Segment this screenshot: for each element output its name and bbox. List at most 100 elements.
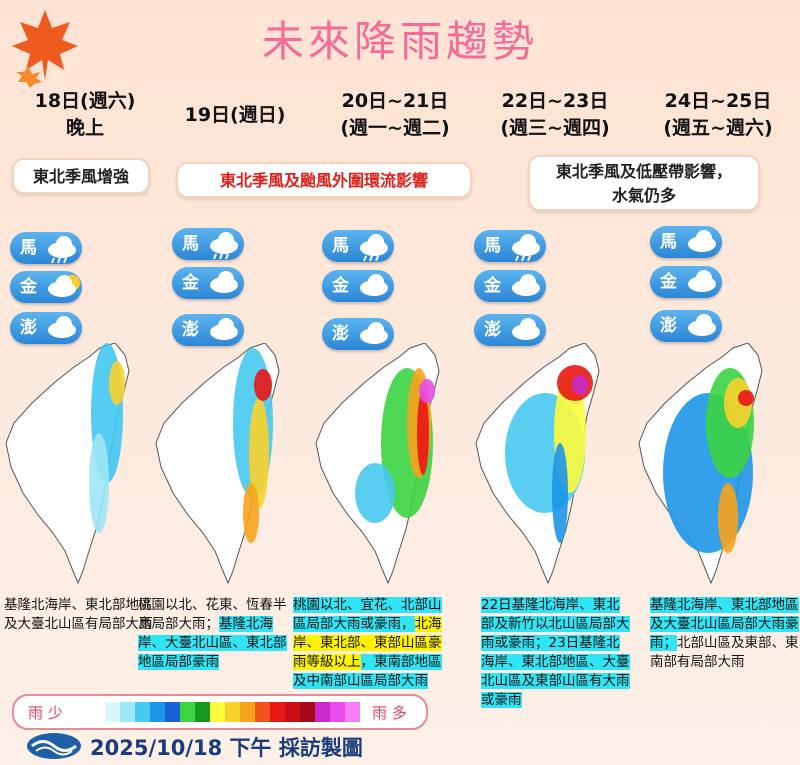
raindrop	[225, 253, 229, 260]
rain-area	[249, 398, 269, 508]
description-text: 22日基隆北海岸、東北部及新竹以北山區局部大雨或豪雨；23日基隆北海岸、東北部地…	[481, 597, 630, 708]
banner-line: 水氣仍多	[611, 186, 676, 205]
rain-map	[315, 343, 440, 585]
banner: 東北季風及颱風外圍環流影響	[176, 162, 472, 198]
legend-swatch	[315, 702, 330, 722]
date-line: 22日~23日	[501, 90, 609, 112]
cloud	[696, 230, 712, 246]
weather-icon	[512, 318, 540, 340]
date-line: 19日(週日)	[184, 104, 286, 126]
cloud	[368, 274, 384, 290]
weather-icon	[512, 274, 540, 296]
island-name: 金	[660, 272, 677, 292]
description: 基隆北海岸、東北部地區及大臺北山區局部大雨豪雨；北部山區及東部、東南部有局部大雨	[650, 596, 800, 672]
date-line: (週五~週六)	[663, 117, 773, 139]
raindrop	[369, 255, 373, 262]
island-name: 馬	[332, 236, 349, 256]
legend-low: 雨 少	[28, 704, 63, 722]
raindrop	[527, 255, 531, 262]
legend-swatch	[270, 702, 285, 722]
description: 22日基隆北海岸、東北部及新竹以北山區局部大雨或豪雨；23日基隆北海岸、東北部地…	[481, 596, 631, 710]
weather-icon	[688, 314, 716, 336]
raindrop	[521, 255, 525, 262]
legend-swatch	[330, 702, 345, 722]
weather-icon	[688, 230, 716, 252]
description: 桃園以北、宜花、北部山區局部大雨或豪雨，北海岸、東北部、東部山區豪雨等級以上，東…	[293, 596, 443, 691]
rain-map	[155, 343, 280, 585]
island-name: 金	[20, 277, 37, 297]
island-name: 金	[484, 276, 501, 296]
description-text: 基隆北海岸、東北部地區及大臺北山區有局部大雨	[4, 597, 153, 632]
date-label: 24日~25日 (週五~週六)	[638, 88, 798, 142]
rain-area	[419, 379, 435, 403]
rain-legend: 雨 少 雨 多	[12, 694, 428, 730]
rain-area	[254, 369, 272, 401]
island-name: 澎	[20, 318, 37, 338]
island-forecast: 馬	[650, 226, 722, 258]
island-name: 澎	[484, 320, 501, 340]
island-forecast: 澎	[474, 314, 546, 346]
island-name: 馬	[182, 234, 199, 254]
date-label: 22日~23日 (週三~週四)	[475, 88, 635, 142]
weather-icon	[48, 236, 76, 264]
cloud	[368, 322, 384, 338]
cloud	[218, 271, 234, 287]
legend-swatch	[135, 702, 150, 722]
weather-icon	[48, 316, 76, 338]
weather-icon	[688, 270, 716, 292]
legend-swatch	[345, 702, 360, 722]
island-forecast: 澎	[10, 312, 82, 344]
island-forecast: 馬	[10, 232, 82, 264]
island-forecast: 澎	[322, 318, 394, 350]
rain-map	[638, 343, 763, 585]
banner-line: 東北季風及颱風外圍環流影響	[219, 171, 428, 190]
weather-icon	[360, 274, 388, 296]
legend-swatch	[285, 702, 300, 722]
date-line: 20日~21日	[341, 90, 449, 112]
raindrop	[363, 255, 367, 262]
island-name: 金	[332, 276, 349, 296]
raindrop	[375, 255, 379, 262]
cloud	[56, 316, 72, 332]
island-forecast: 金	[172, 267, 244, 299]
island-forecast: 金	[474, 270, 546, 302]
description-text: 北部山區及東部、東南部有局部大雨	[650, 635, 799, 670]
date-line: 24日~25日	[664, 90, 772, 112]
footer-text: 2025/10/18 下午 採訪製圖	[90, 736, 363, 760]
weather-icon	[48, 275, 80, 297]
description: 基隆北海岸、東北部地區及大臺北山區有局部大雨	[4, 596, 154, 634]
weather-icon	[360, 322, 388, 344]
legend-swatch	[210, 702, 225, 722]
rain-area	[552, 443, 568, 543]
island-forecast: 馬	[172, 228, 244, 260]
cloud	[520, 234, 536, 250]
cloud	[56, 236, 72, 252]
legend-swatch	[255, 702, 270, 722]
logo	[27, 733, 81, 759]
cloud	[520, 274, 536, 290]
weather-icon	[210, 318, 238, 340]
date-line: 18日(週六)	[34, 90, 136, 112]
legend-swatch	[165, 702, 180, 722]
rain-area	[572, 375, 588, 395]
island-name: 金	[182, 273, 199, 293]
island-name: 馬	[484, 236, 501, 256]
island-name: 馬	[20, 238, 37, 258]
rain-map	[475, 343, 600, 585]
island-forecast: 馬	[474, 230, 546, 262]
rain-map	[5, 343, 130, 585]
island-name: 馬	[660, 232, 677, 252]
cloud	[696, 314, 712, 330]
legend-swatch	[195, 702, 210, 722]
date-line: (週一~週二)	[340, 117, 450, 139]
date-label: 18日(週六) 晚上	[5, 88, 165, 142]
island-forecast: 澎	[650, 310, 722, 342]
cloud	[218, 232, 234, 248]
banner-line: 東北季風及低壓帶影響，	[555, 162, 732, 181]
cloud	[218, 318, 234, 334]
banner: 東北季風及低壓帶影響， 水氣仍多	[528, 155, 760, 211]
weather-icon	[210, 232, 238, 260]
cloud	[368, 234, 384, 250]
legend-high: 雨 多	[372, 704, 407, 722]
